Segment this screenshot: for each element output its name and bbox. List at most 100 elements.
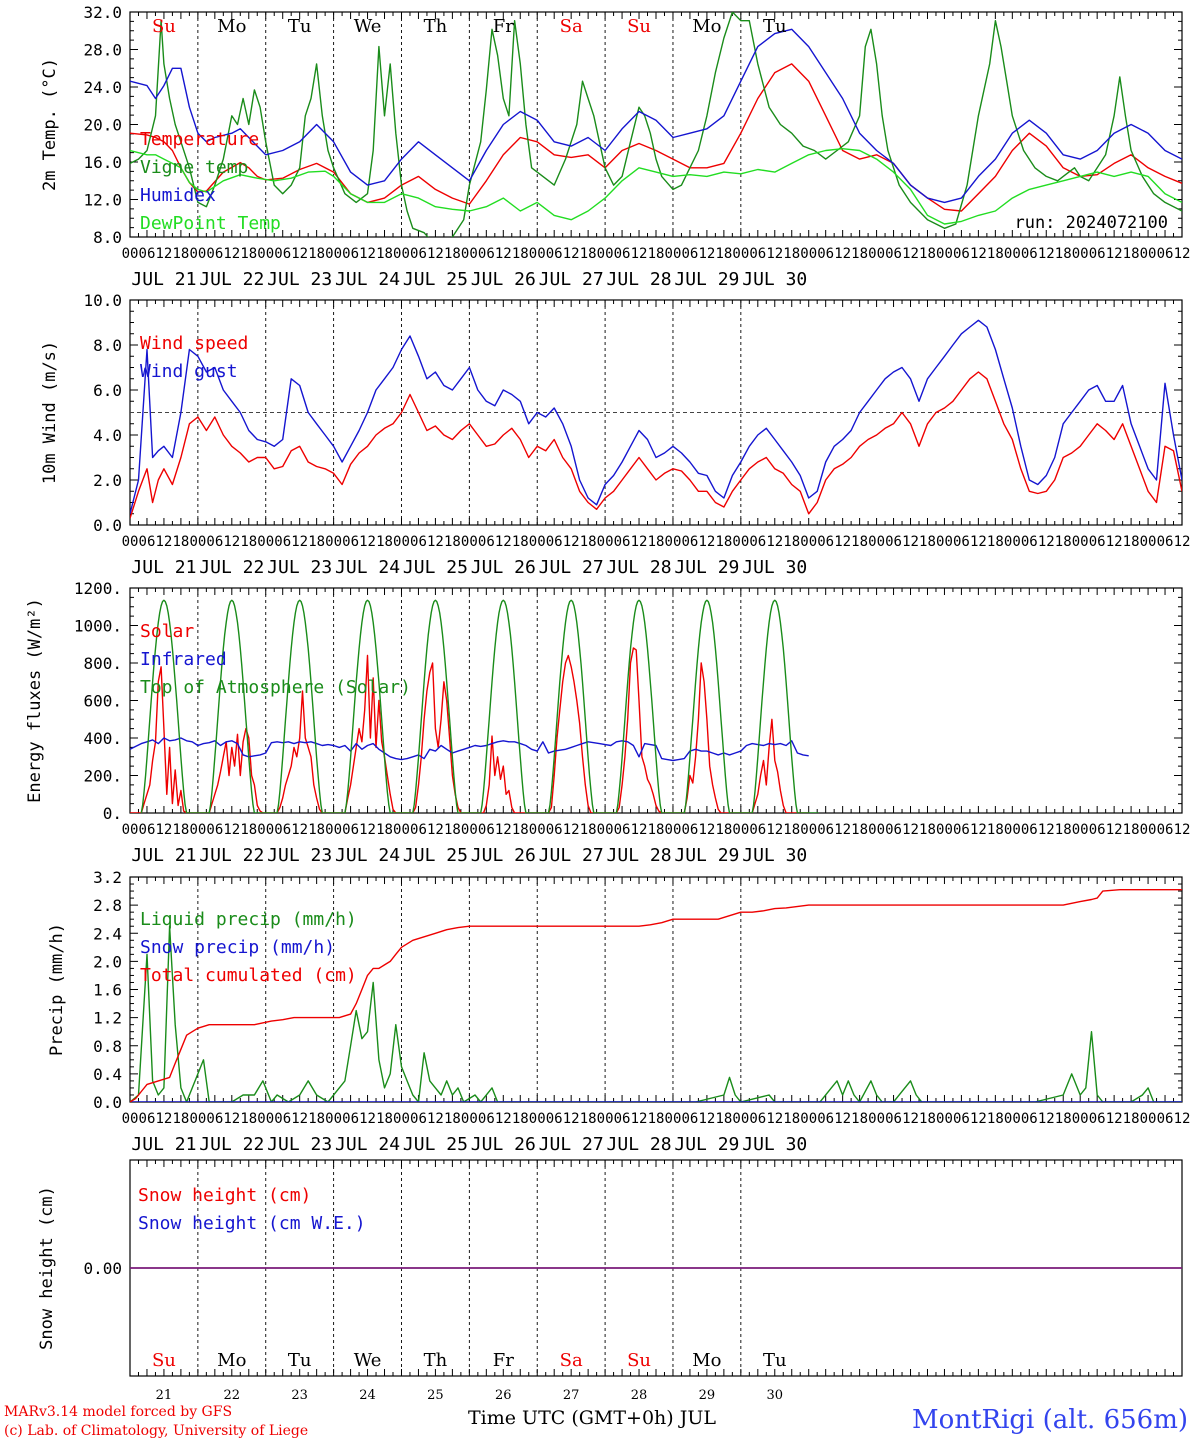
hour-label: 18 — [648, 1111, 665, 1127]
date-label: JUL 22 — [199, 269, 264, 290]
hour-label: 00 — [665, 246, 682, 262]
date-label: JUL 25 — [403, 1134, 468, 1155]
hour-label: 06 — [546, 1111, 563, 1127]
hour-label: 00 — [122, 1111, 139, 1127]
day-number: 23 — [291, 1388, 308, 1403]
hour-label: 06 — [1157, 1111, 1174, 1127]
hour-label: 18 — [512, 822, 529, 838]
hour-label: 06 — [342, 246, 359, 262]
hour-label: 12 — [766, 534, 783, 550]
series-line-top-of-atmosphere-solar- — [140, 599, 819, 813]
date-label: JUL 26 — [471, 1134, 536, 1155]
series-line-wind-speed — [130, 371, 1182, 519]
hour-label: 12 — [563, 246, 580, 262]
hour-label: 06 — [478, 1111, 495, 1127]
hour-label: 00 — [1140, 534, 1157, 550]
hour-label: 12 — [563, 534, 580, 550]
hour-label: 12 — [902, 822, 919, 838]
weekday-label-bottom: Sa — [560, 1350, 583, 1371]
hour-label: 18 — [851, 1111, 868, 1127]
hour-label: 12 — [156, 246, 173, 262]
y-axis-label: 10m Wind (m/s) — [40, 341, 60, 484]
hour-label: 12 — [766, 246, 783, 262]
hour-label: 00 — [597, 246, 614, 262]
hour-label: 12 — [1038, 246, 1055, 262]
weekday-label-top: Mo — [692, 16, 721, 37]
hour-label: 12 — [970, 534, 987, 550]
hour-label: 00 — [325, 246, 342, 262]
date-label: JUL 23 — [267, 845, 332, 866]
hour-label: 12 — [359, 534, 376, 550]
hour-label: 00 — [1140, 1111, 1157, 1127]
hour-label: 18 — [851, 822, 868, 838]
hour-label: 18 — [1123, 822, 1140, 838]
hour-label: 06 — [139, 246, 156, 262]
panel-1: 32.0 28.0 24.0 20.0 16.0 12.0 8.0 2m Temp. (°C)… — [40, 3, 1190, 290]
date-label: JUL 25 — [403, 557, 468, 578]
hour-label: 12 — [1038, 1111, 1055, 1127]
hour-label: 18 — [376, 246, 393, 262]
y-tick-label: 1200. — [74, 579, 122, 598]
y-tick-label: 1.6 — [93, 981, 122, 1000]
legend-entry: Wind speed — [140, 333, 248, 354]
y-tick-label: 10.0 — [83, 291, 122, 310]
date-label: JUL 27 — [539, 269, 604, 290]
hour-label: 18 — [580, 534, 597, 550]
hour-label: 06 — [1089, 822, 1106, 838]
weekday-label-top: Su — [152, 16, 176, 37]
series-line-infrared — [130, 737, 809, 762]
weekday-label-top: Su — [627, 16, 651, 37]
hour-label: 18 — [715, 822, 732, 838]
date-label: JUL 22 — [199, 557, 264, 578]
date-label: JUL 23 — [267, 1134, 332, 1155]
footer-lab-credit: (c) Lab. of Climatology, University of L… — [4, 1423, 308, 1439]
hour-label: 06 — [546, 822, 563, 838]
hour-label: 00 — [732, 534, 749, 550]
weekday-label-bottom: Fr — [493, 1350, 514, 1371]
hour-label: 18 — [308, 822, 325, 838]
hour-label: 06 — [410, 1111, 427, 1127]
hour-label: 18 — [308, 1111, 325, 1127]
hour-label: 06 — [817, 246, 834, 262]
date-label: JUL 30 — [742, 557, 807, 578]
hour-label: 12 — [766, 1111, 783, 1127]
legend-entry: DewPoint Temp — [140, 213, 281, 234]
hour-label: 06 — [614, 822, 631, 838]
day-number: 24 — [359, 1388, 376, 1403]
hour-label: 06 — [682, 534, 699, 550]
hour-label: 12 — [495, 1111, 512, 1127]
day-number: 29 — [699, 1388, 716, 1403]
hour-label: 06 — [206, 246, 223, 262]
panel-3: 1200. 1000. 800. 600. 400. 200. 0. Energy fluxe… — [25, 579, 1190, 866]
hour-label: 00 — [122, 822, 139, 838]
hour-label: 00 — [529, 246, 546, 262]
y-tick-label: 2.0 — [93, 952, 122, 971]
hour-label: 06 — [682, 822, 699, 838]
hour-label: 06 — [682, 246, 699, 262]
legend-entry: Liquid precip (mm/h) — [140, 909, 357, 930]
y-tick-label: 2.8 — [93, 896, 122, 915]
hour-label: 06 — [1021, 534, 1038, 550]
date-label: JUL 23 — [267, 557, 332, 578]
hour-label: 12 — [902, 246, 919, 262]
hour-label: 18 — [1123, 1111, 1140, 1127]
hour-label: 18 — [240, 1111, 257, 1127]
y-axis-label: Snow height (cm) — [37, 1186, 57, 1350]
hour-label: 06 — [885, 1111, 902, 1127]
hour-label: 18 — [987, 246, 1004, 262]
y-tick-label: 2.0 — [93, 471, 122, 490]
hour-label: 12 — [223, 246, 240, 262]
hour-label: 00 — [122, 534, 139, 550]
y-tick-label: 1000. — [74, 617, 122, 636]
hour-label: 00 — [189, 246, 206, 262]
legend-entry: Snow height (cm W.E.) — [138, 1213, 366, 1234]
hour-label: 18 — [919, 246, 936, 262]
hour-label: 00 — [325, 822, 342, 838]
day-number: 28 — [631, 1388, 648, 1403]
hour-label: 12 — [563, 822, 580, 838]
hour-label: 06 — [139, 534, 156, 550]
date-label: JUL 24 — [335, 1134, 400, 1155]
hour-label: 00 — [189, 1111, 206, 1127]
date-label: JUL 30 — [742, 1134, 807, 1155]
